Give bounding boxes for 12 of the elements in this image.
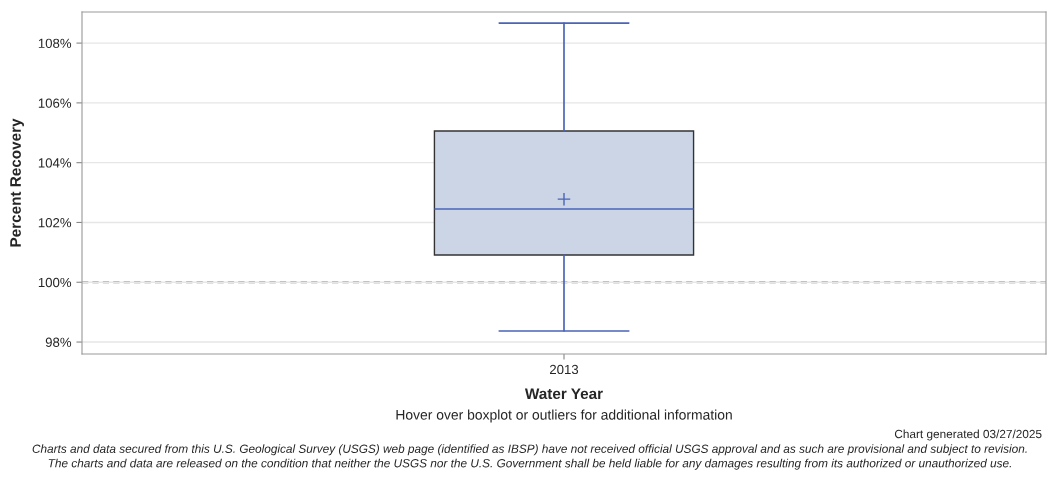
y-axis-title: Percent Recovery (10, 118, 24, 247)
text: Hover over boxplot or outliers for additional information (396, 409, 732, 423)
y-tick-label: 100% (38, 277, 72, 288)
y-tick-label: 98% (45, 337, 72, 347)
text: Chart generated 03/27/2025 (894, 429, 1042, 441)
y-tick-label: 106% (38, 98, 72, 108)
text: Charts and data secured from this U.S. Geological Survey (USGS) web page (identified as IBSP) have not received official USGS approval and as such are provisional and subject to revision. The charts and data are released on the condition that neither the USGS nor the U.S. Government shall be held liable for any damages resulting from its authorized or unauthorized use. (32, 444, 1027, 470)
x-tick-label: 2013 (549, 364, 579, 375)
y-tick-label: 104% (38, 158, 72, 168)
y-tick-label: 102% (38, 218, 72, 228)
x-axis-title: Water Year (524, 388, 603, 400)
y-tick-label: 108% (38, 38, 72, 48)
